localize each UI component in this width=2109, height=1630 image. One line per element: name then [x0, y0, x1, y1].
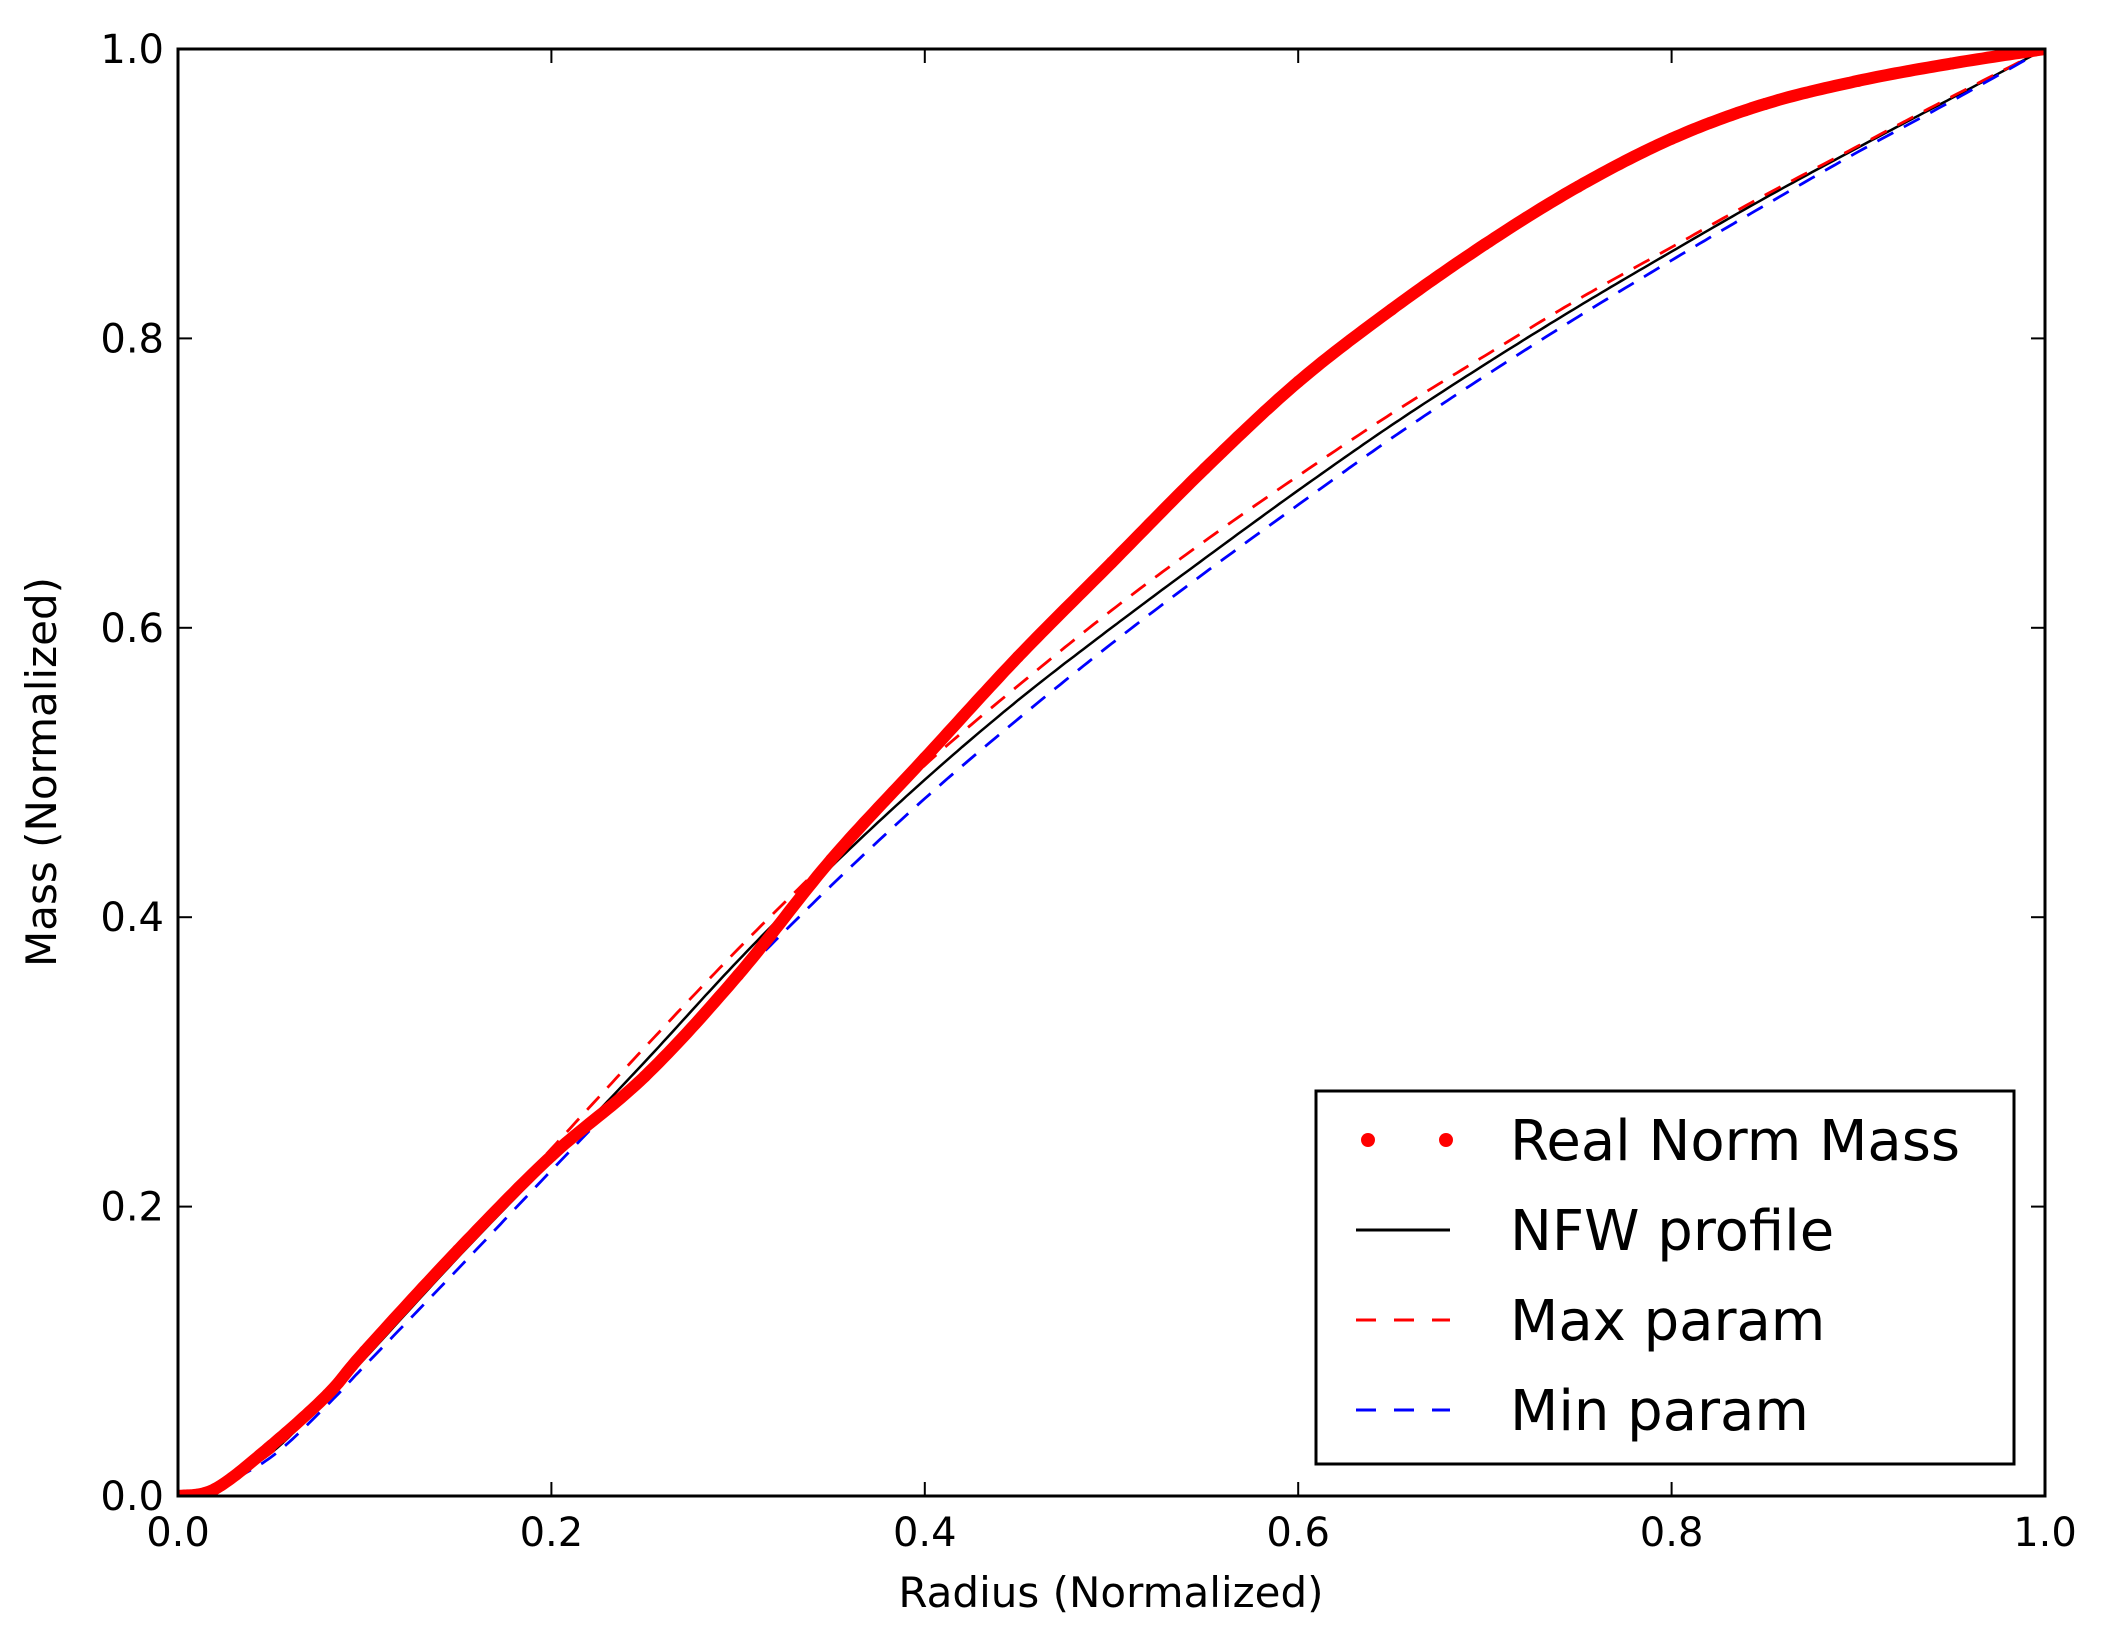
y-tick-label: 1.0 [100, 27, 164, 73]
y-tick-label: 0.2 [100, 1185, 164, 1231]
legend: Real Norm Mass NFW profile Max param Min pa… [1314, 1089, 2016, 1466]
plot-frame [176, 47, 2047, 1498]
legend-marker [1439, 1133, 1453, 1147]
series-point-0 [638, 1070, 651, 1083]
series-point-0 [1572, 180, 1585, 193]
series-point-0 [1105, 556, 1118, 569]
legend-label: NFW profile [1510, 1199, 1834, 1264]
series-point-0 [1945, 57, 1958, 70]
legend-label: Max param [1510, 1289, 1825, 1354]
ticks-layer: 0.0 0.2 0.4 0.6 0.8 1.0 0.0 0.2 0.4 0.6 0.8 1.0 [100, 27, 2076, 1556]
x-tick-label: 0.8 [1640, 1510, 1704, 1556]
series-point-0 [1292, 375, 1305, 388]
series-point-0 [1198, 462, 1211, 475]
x-tick-label: 1.0 [2013, 1510, 2077, 1556]
x-tick-label: 0.2 [520, 1510, 584, 1556]
legend-label: Min param [1510, 1379, 1809, 1444]
legend-marker [1361, 1133, 1375, 1147]
y-tick-label: 0.0 [100, 1474, 164, 1520]
series-point-0 [1478, 238, 1491, 251]
y-tick-label: 0.8 [100, 316, 164, 362]
series-point-0 [1665, 132, 1678, 145]
series-point-0 [452, 1244, 465, 1257]
legend-box [1314, 1089, 2016, 1466]
series-point-0 [321, 1388, 334, 1401]
series-point-0 [358, 1345, 371, 1358]
series-point-0 [1012, 650, 1025, 663]
series-point-0 [545, 1149, 558, 1162]
series-point-0 [918, 752, 931, 765]
x-axis-label: Radius (Normalized) [898, 1568, 1323, 1617]
series-point-0 [732, 969, 745, 982]
x-tick-label: 0.6 [1266, 1510, 1330, 1556]
x-tick-label: 0.4 [893, 1510, 957, 1556]
y-tick-label: 0.6 [100, 606, 164, 652]
series-point-0 [265, 1439, 278, 1452]
series-layer [178, 49, 2045, 1496]
series-point-0 [1385, 303, 1398, 316]
y-axis-label: Mass (Normalized) [17, 577, 66, 967]
y-tick-label: 0.4 [100, 895, 164, 941]
series-point-0 [209, 1482, 222, 1495]
series-point-0 [825, 853, 838, 866]
series-line-3 [178, 49, 2045, 1496]
series-point-0 [1758, 97, 1771, 110]
series-point-0 [1852, 74, 1865, 87]
x-tick-label: 0.0 [146, 1510, 210, 1556]
legend-label: Real Norm Mass [1510, 1109, 1960, 1174]
